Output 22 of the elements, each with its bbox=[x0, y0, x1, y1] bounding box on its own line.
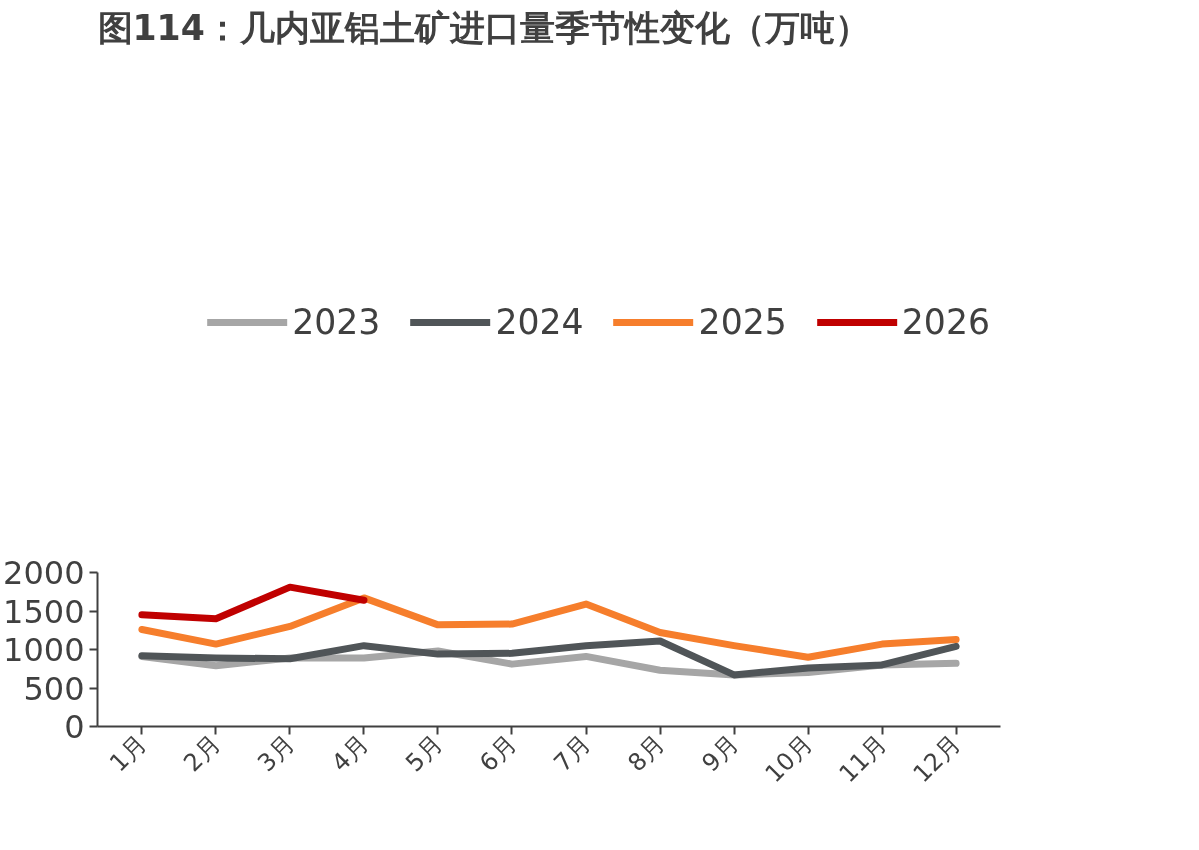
x-tick-label: 5月 bbox=[400, 729, 448, 778]
legend-label: 2023 bbox=[292, 302, 381, 342]
x-tick-label: 1月 bbox=[104, 729, 152, 778]
y-tick-label: 2000 bbox=[3, 554, 85, 592]
x-tick-label: 11月 bbox=[833, 729, 892, 788]
x-tick-label: 12月 bbox=[907, 729, 966, 788]
legend-label: 2026 bbox=[901, 302, 990, 342]
x-tick-label: 9月 bbox=[696, 729, 744, 778]
y-tick-label: 1000 bbox=[3, 631, 85, 669]
y-tick-label: 500 bbox=[23, 669, 85, 708]
x-tick-label: 6月 bbox=[474, 729, 522, 778]
x-tick-label: 3月 bbox=[252, 729, 300, 778]
x-tick-label: 4月 bbox=[326, 729, 374, 778]
x-tick-label: 10月 bbox=[759, 729, 818, 788]
legend-label: 2025 bbox=[698, 302, 787, 342]
x-tick-label: 2月 bbox=[178, 729, 226, 778]
x-tick-label: 7月 bbox=[548, 729, 596, 778]
y-tick-label: 0 bbox=[64, 708, 85, 746]
y-tick-label: 1500 bbox=[3, 592, 85, 631]
legend-label: 2024 bbox=[495, 302, 584, 342]
x-tick-label: 8月 bbox=[622, 729, 670, 778]
chart-title: 图114：几内亚铝土矿进口量季节性变化（万吨） bbox=[97, 7, 870, 48]
